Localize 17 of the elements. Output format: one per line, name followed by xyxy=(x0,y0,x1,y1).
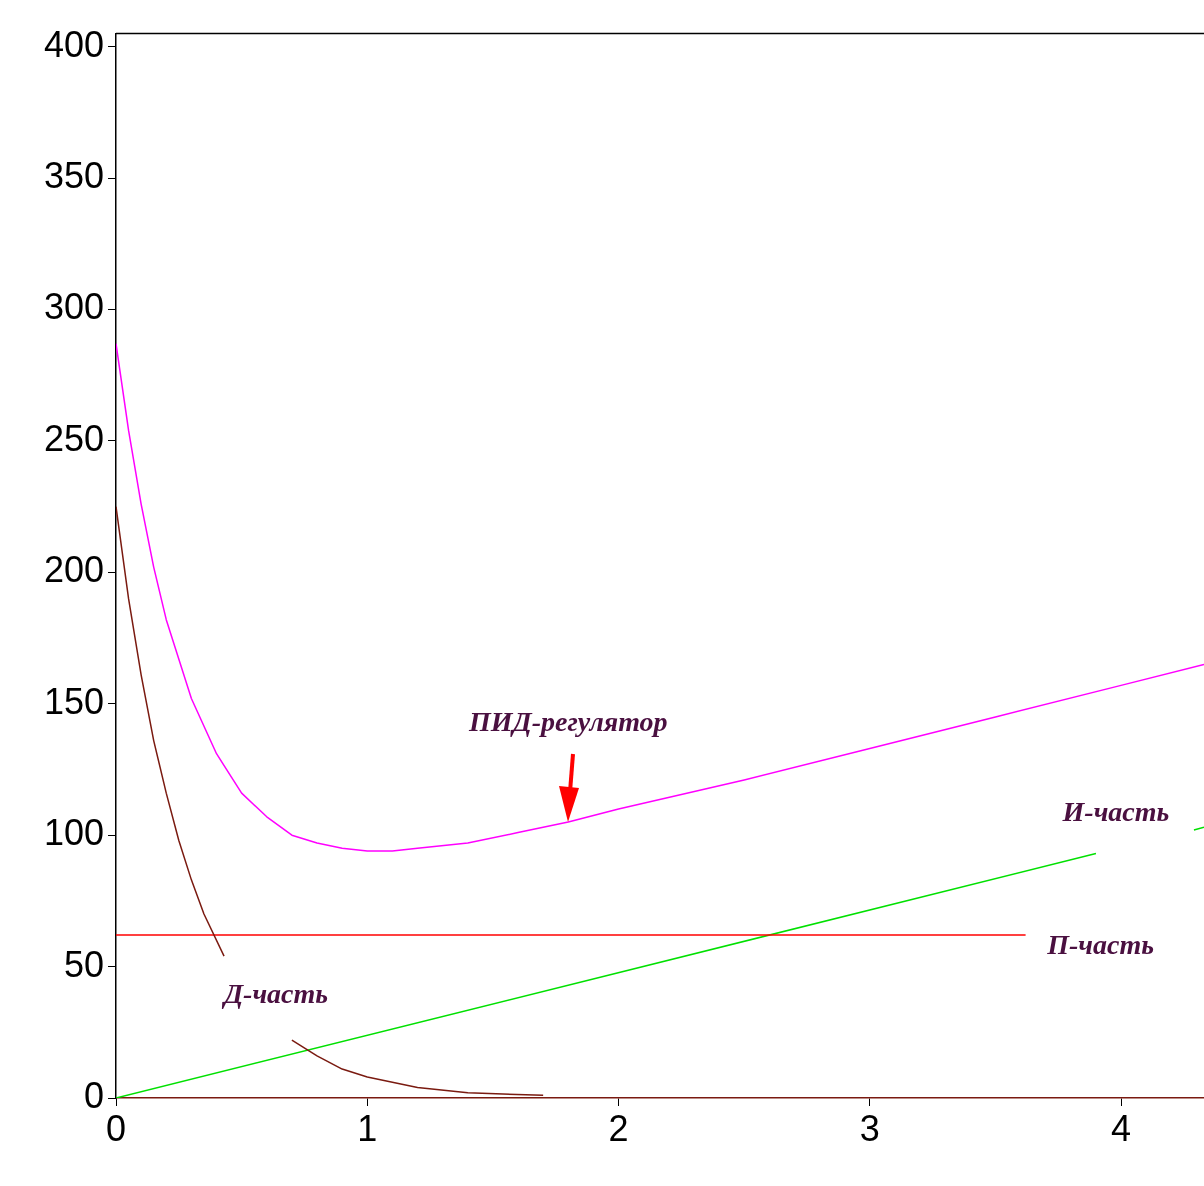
y-tick-label: 100 xyxy=(43,812,104,854)
y-tick-label: 150 xyxy=(43,680,104,722)
x-tick-label: 2 xyxy=(608,1107,629,1149)
y-tick-label: 0 xyxy=(83,1074,104,1116)
y-tick-label: 50 xyxy=(63,943,104,985)
x-tick-label: 4 xyxy=(1111,1107,1132,1149)
text: ПИД-регулятор xyxy=(467,706,668,738)
y-tick-label: 200 xyxy=(43,549,104,591)
y-tick-label: 300 xyxy=(43,286,104,328)
x-tick-label: 1 xyxy=(357,1107,378,1149)
series-label: И-часть xyxy=(1061,795,1170,827)
x-tick-label: 3 xyxy=(859,1107,880,1149)
series-label: П-часть xyxy=(1046,929,1154,961)
y-tick-label: 350 xyxy=(43,155,104,197)
y-tick-label: 400 xyxy=(43,23,104,65)
series-label: Д-часть xyxy=(220,978,329,1010)
y-tick-label: 250 xyxy=(43,417,104,459)
